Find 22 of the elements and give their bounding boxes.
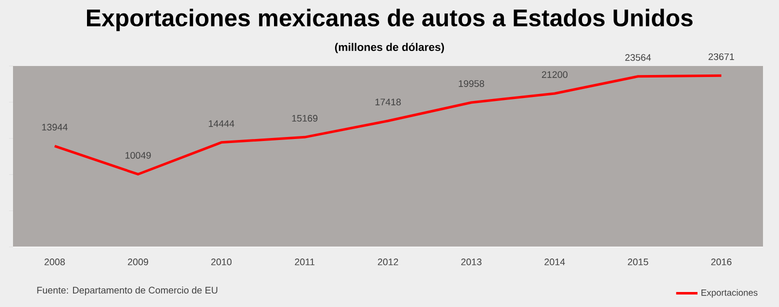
data-label: 15169 <box>292 114 318 122</box>
data-label: 21200 <box>542 71 568 78</box>
x-tick-label: 2011 <box>294 258 314 266</box>
chart-subtitle: (millones de dólares) <box>335 42 444 54</box>
x-tick-label: 2014 <box>544 258 565 266</box>
x-tick-label: 2016 <box>711 258 732 266</box>
legend-label: Exportaciones <box>701 289 758 298</box>
x-tick-label: 2009 <box>128 258 148 266</box>
x-tick-label: 2008 <box>44 258 65 266</box>
data-label: 23671 <box>708 53 734 60</box>
data-label: 13944 <box>42 124 68 131</box>
x-tick-label: 2010 <box>211 258 232 266</box>
data-label: 23564 <box>625 54 651 61</box>
data-label: 19958 <box>458 80 484 87</box>
source-note: Fuente: Departamento de Comercio de EU <box>37 286 218 296</box>
x-tick-label: 2012 <box>378 258 398 266</box>
x-tick-label: 2015 <box>628 258 648 266</box>
data-label: 14444 <box>208 120 234 127</box>
chart-title: Exportaciones mexicanas de autos a Estados Unidos <box>87 8 693 32</box>
x-tick-label: 2013 <box>461 258 482 266</box>
data-label: 17418 <box>376 98 401 106</box>
data-label: 10049 <box>126 152 151 159</box>
